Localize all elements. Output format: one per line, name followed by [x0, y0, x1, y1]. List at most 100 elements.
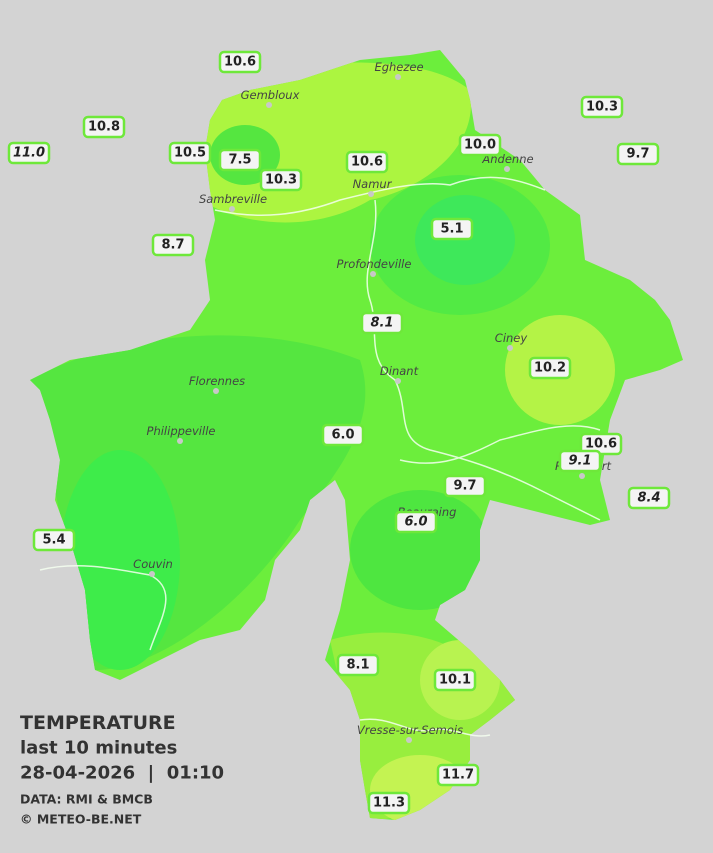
station-value: 10.1 — [439, 673, 471, 688]
station-value: 10.0 — [464, 138, 496, 153]
station: 9.7 — [616, 142, 660, 166]
station-box — [168, 141, 212, 165]
station-value: 10.3 — [586, 100, 618, 115]
station-box — [458, 133, 502, 157]
station: 10.1 — [433, 668, 477, 692]
station-box — [580, 95, 624, 119]
city-label: Eghezee — [374, 60, 423, 74]
city-dot — [149, 571, 155, 577]
station: 10.0 — [458, 133, 502, 157]
city-label: Profondeville — [337, 257, 412, 271]
city-dot — [213, 388, 219, 394]
station: 9.7 — [443, 474, 487, 498]
station-box — [218, 50, 262, 74]
station-box — [430, 217, 474, 241]
station-box — [336, 653, 380, 677]
legend-subtitle: last 10 minutes — [20, 738, 177, 759]
station-value: 6.0 — [331, 428, 354, 443]
city-label: Couvin — [133, 557, 173, 571]
station: 5.4 — [32, 528, 76, 552]
station: 6.0 — [394, 510, 438, 534]
station-box — [345, 150, 389, 174]
station-box — [367, 791, 411, 815]
legend: TEMPERATURE last 10 minutes 28-04-2026 |… — [20, 712, 224, 827]
station-value: 10.3 — [265, 173, 297, 188]
station-box — [32, 528, 76, 552]
station: 10.6 — [218, 50, 262, 74]
station-value: 10.6 — [224, 55, 256, 70]
station-box — [433, 668, 477, 692]
city-label: Namur — [353, 177, 393, 191]
station-box — [443, 474, 487, 498]
city-dot — [266, 102, 272, 108]
station-value: 8.4 — [637, 491, 660, 506]
station-value: 10.6 — [351, 155, 383, 170]
city-dot — [579, 473, 585, 479]
station-value: 9.1 — [568, 454, 591, 469]
station: 11.0 — [7, 141, 51, 165]
city-dot — [406, 737, 412, 743]
station-box — [82, 115, 126, 139]
station-value: 10.2 — [534, 361, 566, 376]
station-value: 6.0 — [404, 515, 427, 530]
station-box — [321, 423, 365, 447]
city-label: Dinant — [380, 364, 419, 378]
city-label: Gembloux — [241, 88, 300, 102]
station: 10.6 — [345, 150, 389, 174]
legend-copyright: © METEO-BE.NET — [20, 812, 142, 827]
station-box — [7, 141, 51, 165]
station-value: 8.1 — [370, 316, 393, 331]
city-dot — [368, 191, 374, 197]
station-value: 10.5 — [174, 146, 206, 161]
city-dot — [395, 74, 401, 80]
legend-source: DATA: RMI & BMCB — [20, 792, 153, 807]
station-value: 9.7 — [453, 479, 476, 494]
stations: 10.6 10.8 11.0 10.5 7.5 10.3 10.6 10.0 10.3 9.7 8.… — [7, 50, 671, 815]
city-dot — [395, 378, 401, 384]
station: 8.1 — [336, 653, 380, 677]
station-value: 11.7 — [442, 768, 474, 783]
station-box — [259, 168, 303, 192]
city-dot — [507, 345, 513, 351]
station-box — [360, 311, 404, 335]
station-value: 9.7 — [626, 147, 649, 162]
city-label: Ciney — [495, 331, 528, 345]
city-dot — [177, 438, 183, 444]
station-box — [436, 763, 480, 787]
station: 10.6 — [579, 432, 623, 456]
station: 8.1 — [360, 311, 404, 335]
station-value: 11.0 — [13, 146, 45, 161]
station-box — [394, 510, 438, 534]
station-value: 10.8 — [88, 120, 120, 135]
station-value: 8.7 — [161, 238, 184, 253]
city-dot — [229, 206, 235, 212]
station: 8.4 — [627, 486, 671, 510]
city-label: Vresse-sur-Semois — [357, 723, 463, 737]
station-value: 8.1 — [346, 658, 369, 673]
station: 11.7 — [436, 763, 480, 787]
station-box — [528, 356, 572, 380]
station: 10.5 — [168, 141, 212, 165]
station: 6.0 — [321, 423, 365, 447]
station-box — [151, 233, 195, 257]
station: 10.2 — [528, 356, 572, 380]
city-dot — [504, 166, 510, 172]
station-value: 5.4 — [42, 533, 65, 548]
station-box — [558, 449, 602, 473]
station: 7.5 — [218, 148, 262, 172]
station: 8.7 — [151, 233, 195, 257]
station-value: 10.6 — [585, 437, 617, 452]
legend-datetime: 28-04-2026 | 01:10 — [20, 763, 224, 784]
station: 9.1 — [558, 449, 602, 473]
station-box — [627, 486, 671, 510]
city-label: Florennes — [189, 374, 245, 388]
station-value: 11.3 — [373, 796, 405, 811]
city-label: Sambreville — [199, 192, 267, 206]
station: 10.3 — [580, 95, 624, 119]
station: 11.3 — [367, 791, 411, 815]
station: 10.3 — [259, 168, 303, 192]
station-box — [218, 148, 262, 172]
station-box — [616, 142, 660, 166]
legend-title: TEMPERATURE — [20, 712, 176, 734]
